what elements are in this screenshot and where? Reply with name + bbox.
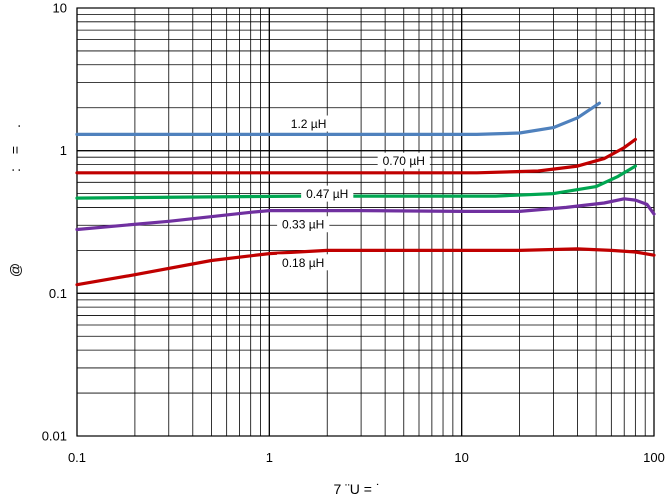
curve-label-bg-1 [377, 152, 430, 169]
y-tick-label: 1 [60, 143, 67, 158]
y-axis-mark: : [7, 168, 23, 172]
curve-label-bg-3 [277, 216, 330, 233]
series-line-0 [75, 101, 601, 136]
curve-label-bg-4 [277, 254, 330, 271]
y-axis-mark: . [7, 124, 23, 128]
curve-labels: 1.2 µH 0.70 µH 0.47 µH 0.33 µH 0.18 µH [277, 115, 430, 271]
curve-label-bg-0 [285, 115, 332, 132]
curve-label-3: 0.33 µH [282, 218, 324, 232]
x-axis-title: 7 ¨U = ˙ [333, 481, 380, 497]
axis-titles: 7 ¨U = ˙. =: @ [7, 124, 381, 497]
y-tick-label: 0.1 [49, 286, 67, 301]
curve-label-bg-2 [301, 185, 354, 202]
x-tick-label: 0.1 [68, 450, 86, 465]
x-tick-label: 1 [266, 450, 273, 465]
series-line-4 [75, 247, 656, 287]
curve-label-2: 0.47 µH [306, 187, 348, 201]
y-axis-mark: = [7, 146, 23, 154]
series-line-3 [75, 197, 656, 232]
plot-frame [76, 7, 655, 437]
curve-label-0: 1.2 µH [291, 117, 327, 131]
curve-label-4: 0.18 µH [282, 256, 324, 270]
y-axis-mark: @ [7, 263, 23, 277]
x-tick-label: 10 [454, 450, 468, 465]
y-tick-label: 0.01 [42, 429, 67, 444]
curve-label-1: 0.70 µH [383, 154, 425, 168]
y-tick-label: 10 [53, 1, 67, 16]
series-line-1 [75, 137, 637, 175]
x-tick-label: 100 [643, 450, 665, 465]
series-group [75, 101, 656, 287]
